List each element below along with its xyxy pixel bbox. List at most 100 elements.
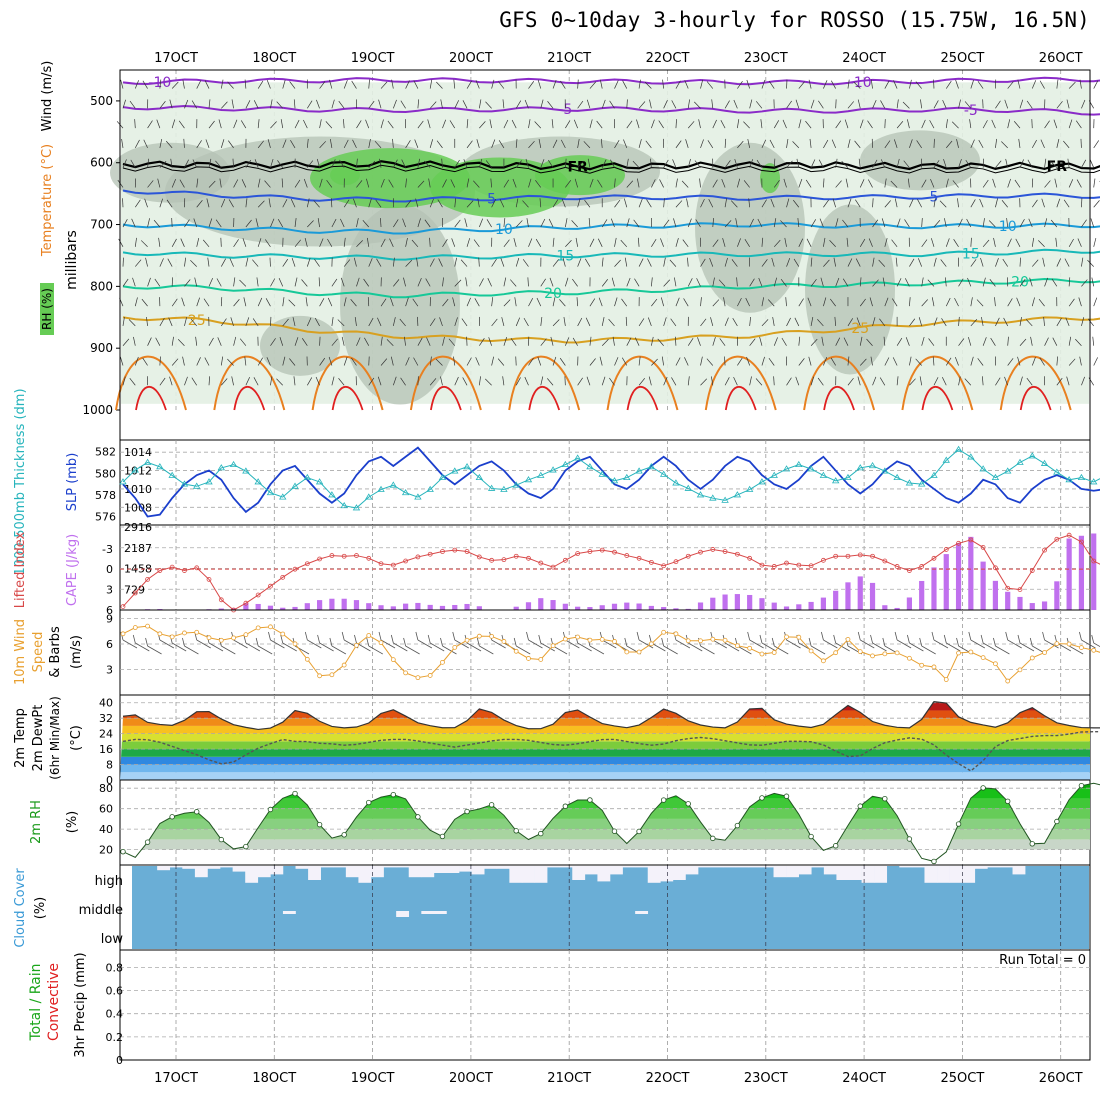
wind-barb	[921, 179, 927, 188]
wind-barb	[535, 238, 542, 247]
wind-barb	[859, 119, 864, 129]
wind-barb	[620, 239, 628, 248]
thickness-marker	[365, 493, 373, 500]
wind-barb	[571, 220, 578, 228]
wind-barb	[417, 120, 424, 129]
wind-barb	[708, 199, 714, 208]
wind-barb	[276, 101, 283, 109]
wind-barb	[343, 139, 349, 149]
thickness-marker	[684, 484, 692, 491]
surface-contour	[409, 355, 482, 411]
wind-barb	[454, 317, 458, 327]
wind-barb	[429, 237, 431, 247]
wind10m-barb-flag	[661, 637, 665, 647]
wind-barb	[945, 238, 950, 247]
wind-barb	[331, 278, 338, 287]
surface-contour-hot	[135, 386, 167, 411]
wind-barb	[805, 179, 812, 188]
wind-barb	[405, 357, 410, 366]
wind-barb	[833, 257, 837, 267]
temperature-axis-label: Temperature (°C)	[40, 144, 55, 257]
wind-barb	[265, 239, 271, 248]
rh2m-marker	[513, 828, 519, 834]
wind-barb	[609, 377, 615, 386]
wind-barb	[601, 338, 609, 346]
wind-barb	[540, 316, 543, 326]
wind10m-barb	[786, 639, 801, 649]
isotherm-label: FR	[1047, 159, 1068, 175]
cape-tick: 2187	[124, 542, 152, 555]
wind-barb	[314, 259, 320, 267]
wind-barb	[338, 378, 345, 386]
wind-barb	[798, 119, 802, 129]
wind-barb	[353, 257, 357, 267]
wind-barb	[1044, 120, 1050, 129]
li-marker	[366, 555, 372, 561]
wind-barb	[932, 356, 935, 366]
wind-barb	[823, 357, 828, 366]
isotherm-line	[122, 76, 1100, 86]
wind-barb	[528, 140, 535, 149]
wind-barb	[859, 238, 866, 247]
wind-barb	[1007, 238, 1012, 247]
wind-barb	[737, 140, 744, 149]
wind-barb	[476, 139, 480, 148]
rh2m-marker	[341, 832, 347, 838]
temp2m-band	[120, 749, 1090, 757]
wind-barb	[380, 218, 382, 228]
wind10m-barb-flag	[476, 637, 480, 647]
wind-barb	[784, 237, 787, 247]
wind-barb	[462, 377, 468, 386]
wind10m-marker	[132, 625, 138, 630]
rh-legend-swatch	[40, 283, 54, 335]
wind-barb	[724, 198, 727, 208]
wind-barb	[474, 298, 480, 307]
wind-barb	[878, 259, 886, 267]
wind-barb	[979, 198, 984, 208]
thickness-marker	[291, 482, 299, 489]
rh2m-marker	[955, 821, 962, 827]
temp2m-tick: 40	[99, 697, 113, 710]
wind-barb	[577, 317, 583, 327]
wind10m-marker	[870, 653, 875, 659]
wind-barb	[756, 101, 763, 109]
time-label-bottom: 19OCT	[351, 1071, 395, 1086]
wind-barb	[933, 377, 939, 386]
wind-barb	[191, 377, 198, 386]
wind-barb	[994, 297, 996, 307]
wind-barb	[651, 179, 656, 188]
wind-barb	[1079, 79, 1082, 89]
wind-barb	[964, 378, 972, 386]
wind-barb	[711, 99, 714, 109]
wind-barb	[399, 318, 406, 327]
wind10m-axis-label-1: 10m Wind	[13, 619, 28, 685]
cloud-high-clear	[182, 866, 196, 869]
wind-barb	[761, 139, 767, 149]
cape-tick: 729	[124, 583, 145, 596]
wind-barb	[221, 378, 228, 386]
li-marker	[513, 553, 519, 559]
wind10m-marker	[845, 637, 851, 642]
li-marker	[120, 604, 126, 609]
li-marker	[968, 537, 974, 543]
wind-barb	[749, 218, 754, 228]
li-marker	[489, 557, 495, 563]
wind-barb	[193, 218, 198, 228]
rh2m-band	[123, 818, 1090, 830]
wind-barb	[699, 178, 701, 188]
wind-barb	[1063, 140, 1070, 149]
wind-barb	[670, 318, 677, 327]
wind-barb	[810, 159, 816, 168]
wind-barb	[904, 219, 910, 228]
wind-barb	[1081, 159, 1087, 168]
wind-barb	[853, 81, 861, 89]
wind-barb	[610, 218, 615, 228]
wind10m-barb-flag	[993, 637, 996, 647]
wind-barb	[145, 257, 148, 267]
wind-barb	[1006, 218, 1009, 228]
wind-barb	[719, 338, 726, 346]
wind-barb	[982, 239, 990, 248]
rh2m-marker	[538, 830, 544, 837]
wind-barb	[306, 138, 309, 148]
wind-barb	[337, 319, 345, 327]
